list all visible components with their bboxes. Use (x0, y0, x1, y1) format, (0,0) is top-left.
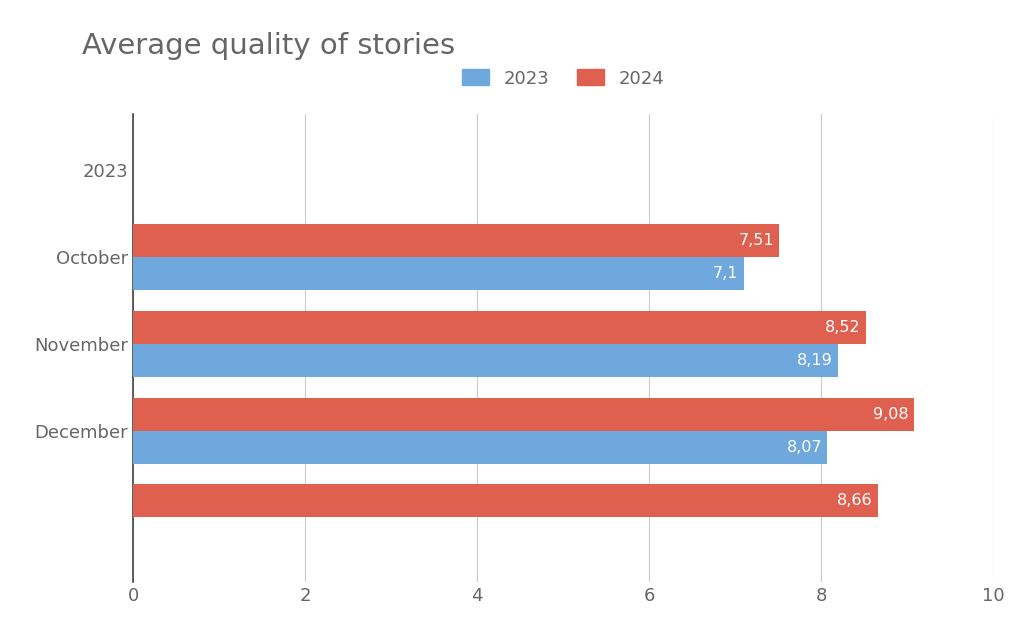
Text: 8,07: 8,07 (786, 439, 822, 454)
Bar (133, 257, 743, 290)
Bar (133, 430, 827, 463)
Bar (133, 311, 866, 344)
Text: 8,19: 8,19 (797, 353, 833, 368)
Text: 9,08: 9,08 (873, 406, 909, 422)
Text: 7,1: 7,1 (713, 266, 738, 281)
Legend: 2023, 2024: 2023, 2024 (455, 62, 672, 95)
Bar (133, 484, 878, 517)
Bar (133, 344, 838, 377)
Bar (133, 224, 779, 257)
Bar (133, 398, 914, 430)
Text: 8,66: 8,66 (838, 493, 872, 508)
Text: 7,51: 7,51 (738, 233, 774, 248)
Text: Average quality of stories: Average quality of stories (82, 32, 455, 60)
Text: 8,52: 8,52 (825, 320, 861, 335)
